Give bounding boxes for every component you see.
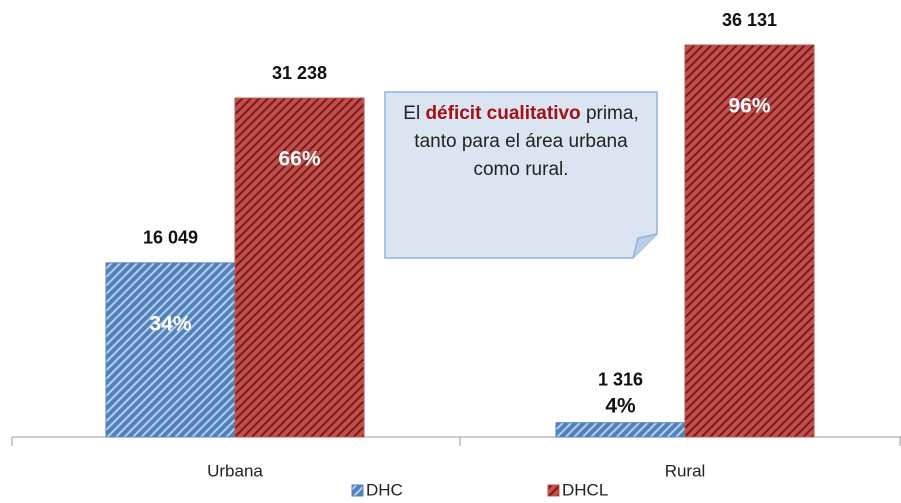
share-label: 66% xyxy=(278,148,320,171)
callout-fold xyxy=(632,233,658,259)
share-label: 34% xyxy=(149,312,191,335)
x-tick-label: Rural xyxy=(665,461,706,480)
legend-swatch xyxy=(351,484,364,497)
annotation-emphasis: déficit cualitativo xyxy=(425,103,581,124)
value-label: 31 238 xyxy=(272,63,327,83)
value-label: 36 131 xyxy=(722,10,777,30)
annotation-text: prima, tanto para el área urbana como ru… xyxy=(414,103,639,180)
annotation-text: El xyxy=(403,103,421,124)
bar xyxy=(555,422,686,438)
x-tick-label: Urbana xyxy=(207,461,263,480)
bar xyxy=(234,97,365,438)
value-label: 16 049 xyxy=(143,228,198,248)
annotation: El déficit cualitativo prima, tanto para… xyxy=(392,100,650,184)
legend-label: DHCL xyxy=(562,480,608,499)
legend-swatch xyxy=(547,484,560,497)
legend-label: DHC xyxy=(366,480,403,499)
bar xyxy=(105,262,236,438)
value-label: 1 316 xyxy=(598,369,643,389)
share-label: 96% xyxy=(728,95,770,118)
share-label: 4% xyxy=(605,394,636,417)
bar xyxy=(684,44,815,438)
